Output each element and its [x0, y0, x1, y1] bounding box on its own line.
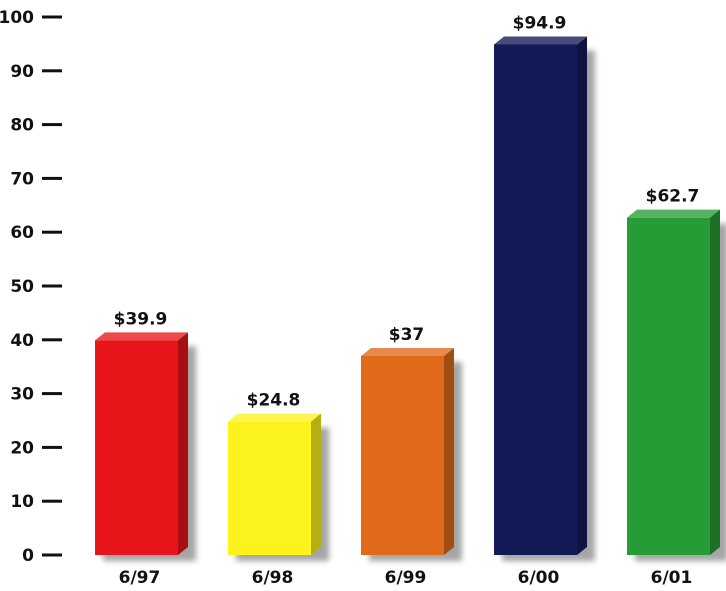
y-tick-mark	[42, 338, 62, 342]
y-tick-mark	[42, 69, 62, 73]
bar-side	[178, 332, 188, 555]
bar-front	[361, 355, 444, 555]
x-category-label: 6/98	[252, 568, 294, 588]
y-tick-label: 90	[10, 62, 34, 82]
x-axis: 6/97 6/98 6/99 6/00 6/01	[119, 568, 693, 588]
y-tick-mark	[42, 445, 62, 449]
y-tick-label: 10	[10, 492, 34, 512]
y-tick-label: 60	[10, 223, 34, 243]
bar-top	[627, 209, 720, 218]
x-category-label: 6/01	[651, 568, 693, 588]
y-tick-label: 70	[10, 169, 34, 189]
x-category-label: 6/00	[518, 568, 560, 588]
bar-top	[95, 332, 188, 341]
bar-6-98: $24.8	[228, 391, 329, 561]
y-tick-mark	[42, 176, 62, 180]
bar-6-01: $62.7	[627, 187, 726, 561]
bar-side	[710, 209, 720, 555]
y-tick-mark	[42, 230, 62, 234]
y-tick-label: 30	[10, 385, 34, 405]
y-tick-label: 0	[22, 546, 34, 566]
y-tick-mark	[42, 499, 62, 503]
bar-side	[444, 347, 454, 555]
y-tick-mark	[42, 123, 62, 127]
bar-top	[361, 347, 454, 356]
bar-front	[627, 217, 710, 555]
bar-value-label: $39.9	[114, 309, 168, 329]
x-category-label: 6/97	[119, 568, 161, 588]
bar-front	[494, 44, 577, 556]
bar-top	[494, 36, 587, 45]
bar-front	[228, 421, 311, 555]
y-tick-label: 80	[10, 116, 34, 136]
y-tick-label: 100	[0, 8, 34, 28]
bars: $39.9 $24.8 $37 $94.9 $62.7	[95, 13, 726, 562]
bar-value-label: $94.9	[513, 13, 567, 33]
bar-top	[228, 413, 321, 422]
y-tick-label: 20	[10, 438, 34, 458]
x-category-label: 6/99	[385, 568, 427, 588]
bar-6-00: $94.9	[494, 13, 595, 562]
y-tick-mark	[42, 284, 62, 288]
y-tick-mark	[42, 392, 62, 396]
y-tick-mark	[42, 553, 62, 557]
bar-side	[577, 36, 587, 556]
y-tick-label: 40	[10, 331, 34, 351]
bar-value-label: $24.8	[247, 391, 301, 411]
y-axis: 0 10 20 30 40 50 60 70 80 90 100	[0, 8, 62, 566]
bar-side	[311, 413, 321, 555]
bar-value-label: $37	[389, 325, 425, 345]
y-tick-mark	[42, 15, 62, 19]
bar-front	[95, 340, 178, 555]
bar-value-label: $62.7	[646, 187, 700, 207]
bar-6-99: $37	[361, 325, 462, 561]
y-tick-label: 50	[10, 277, 34, 297]
bar-6-97: $39.9	[95, 309, 196, 561]
